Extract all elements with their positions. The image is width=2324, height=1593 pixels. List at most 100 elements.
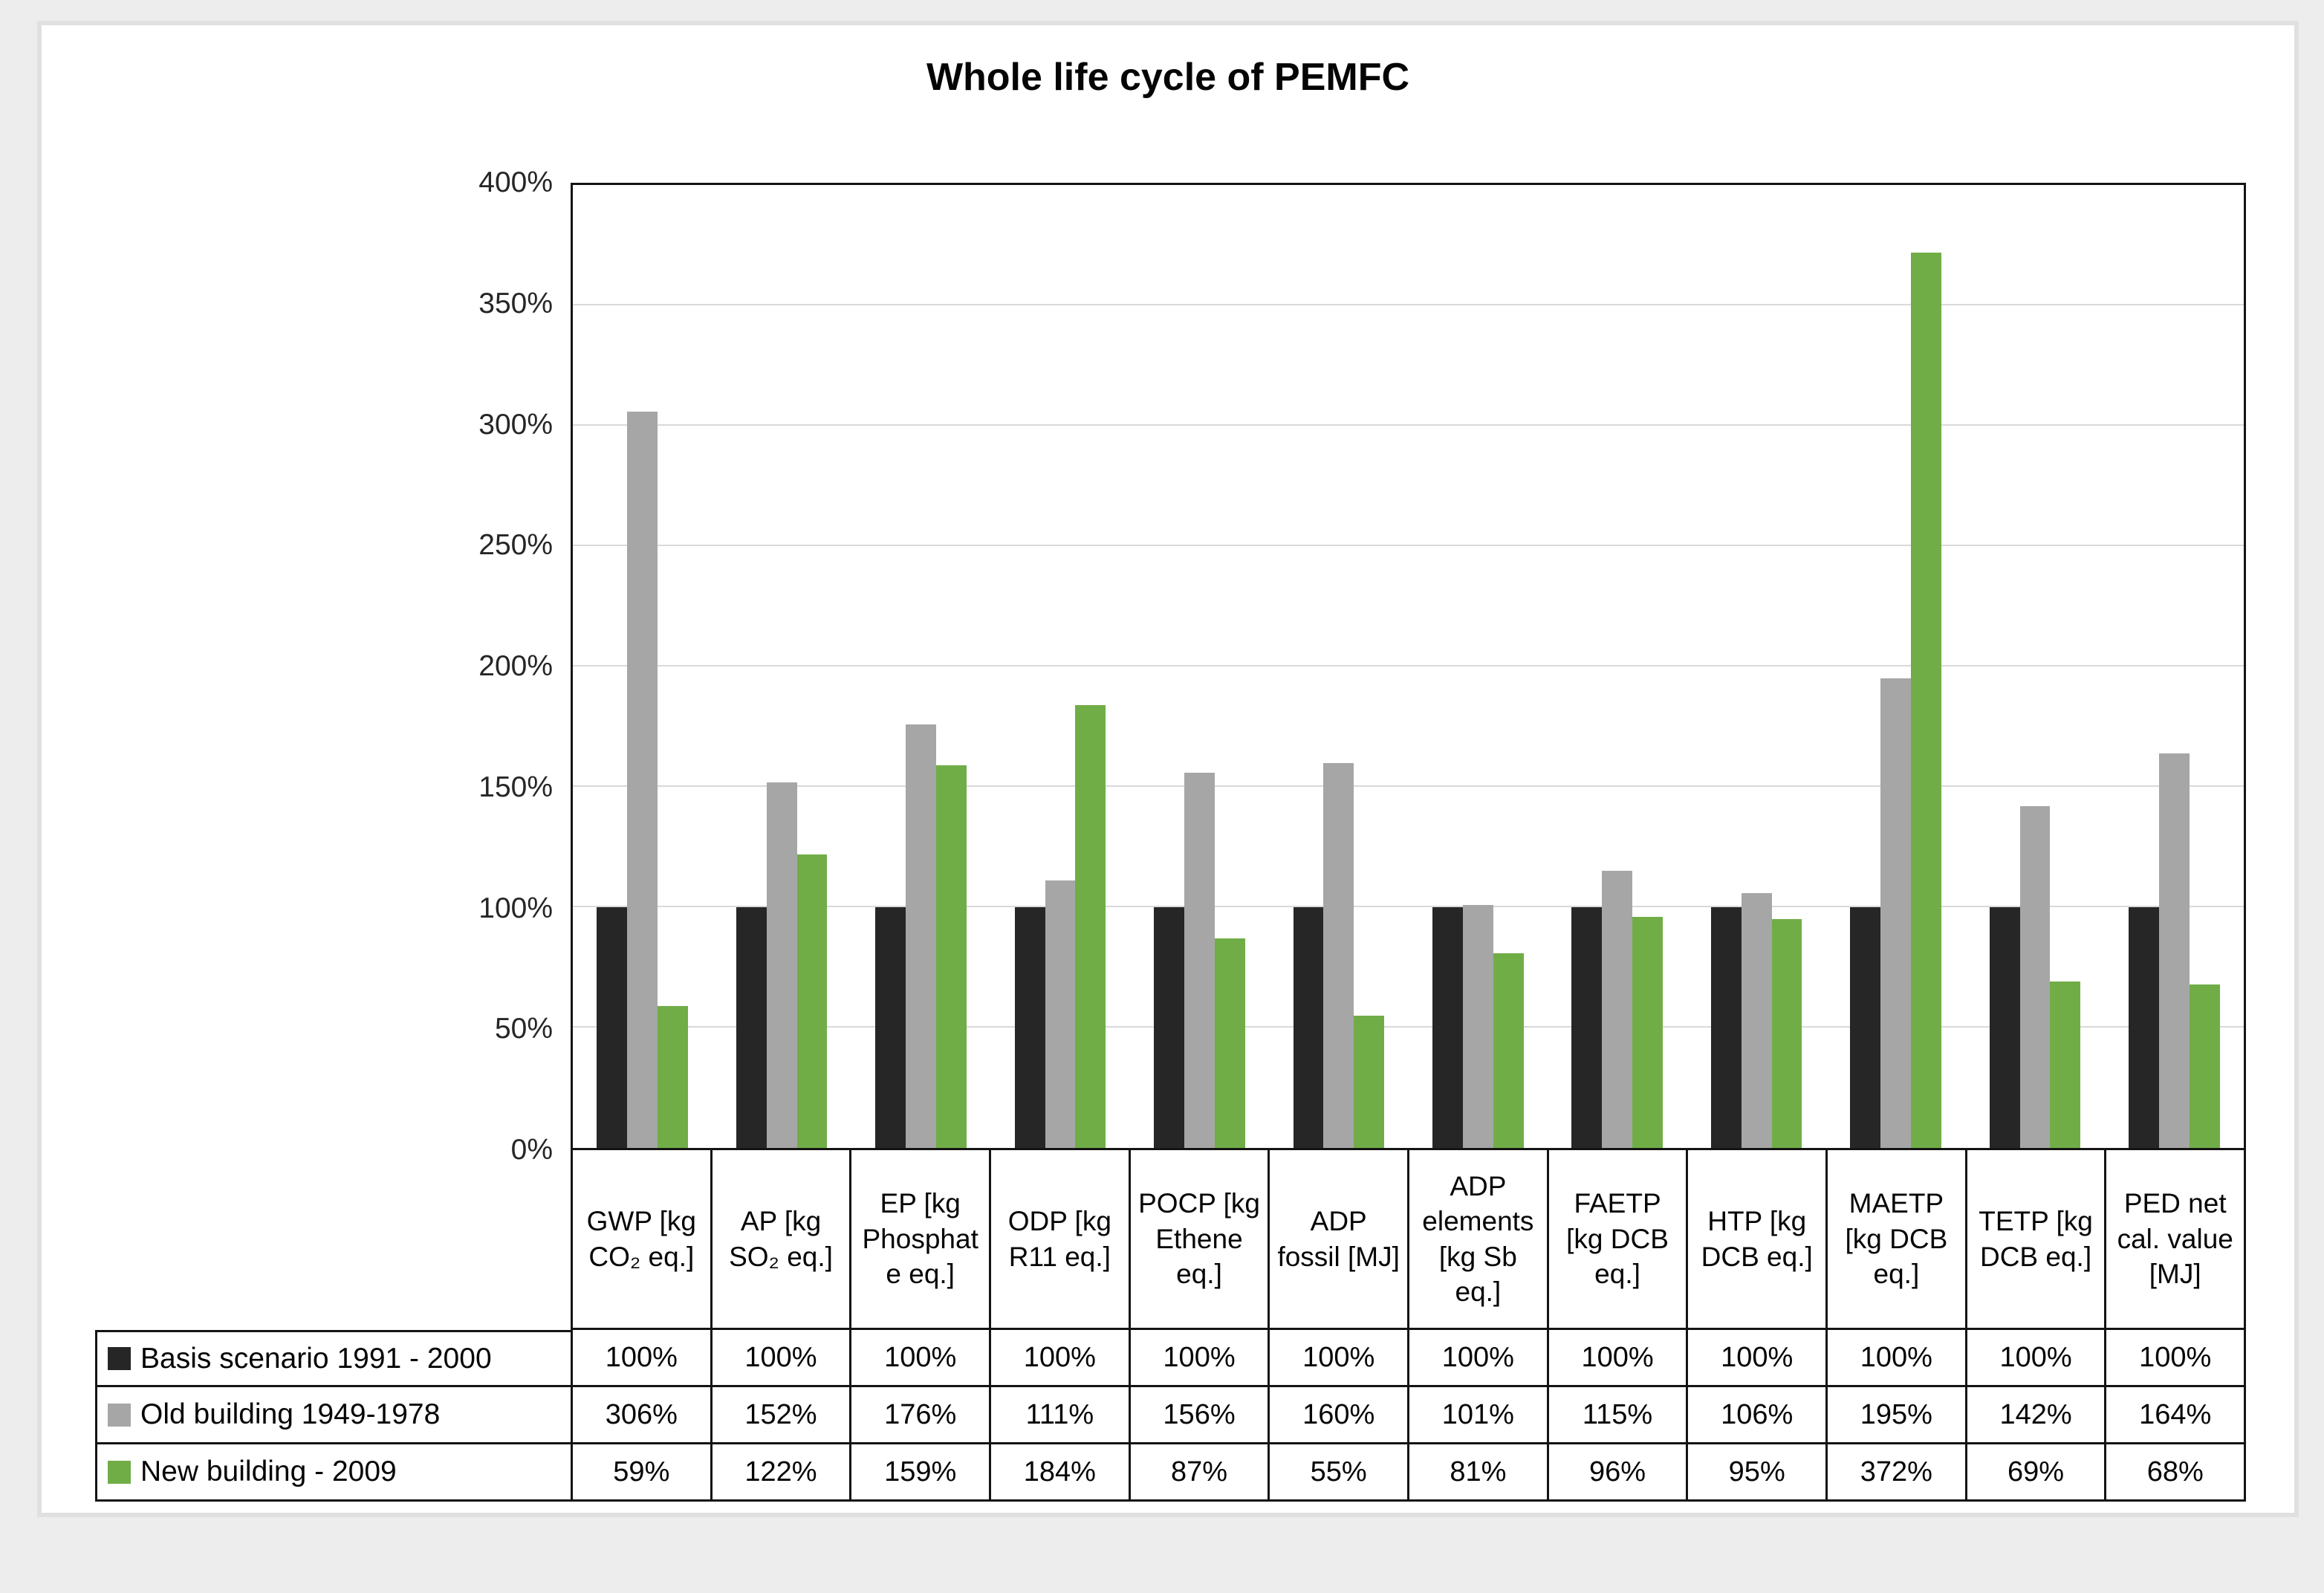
bar bbox=[736, 907, 767, 1148]
value-cell: 115% bbox=[1548, 1387, 1689, 1444]
value-cell: 306% bbox=[571, 1387, 713, 1444]
bar-group bbox=[1965, 185, 2104, 1148]
bar bbox=[1493, 953, 1524, 1148]
legend-label: New building - 2009 bbox=[140, 1456, 397, 1487]
table-corner-spacer bbox=[95, 1150, 571, 1330]
value-cell: 100% bbox=[1688, 1330, 1828, 1387]
gridline bbox=[573, 545, 2244, 546]
value-cell: 95% bbox=[1688, 1444, 1828, 1502]
gridline bbox=[573, 1026, 2244, 1028]
chart-and-table: 0% 50% 100% 150% 200% 250% 300% 350% 400% GWP [k… bbox=[95, 166, 2247, 1502]
value-cell: 55% bbox=[1270, 1444, 1410, 1502]
legend-cell: Basis scenario 1991 - 2000 bbox=[95, 1330, 571, 1387]
legend-label: Old building 1949-1978 bbox=[140, 1398, 441, 1430]
bar bbox=[1154, 907, 1184, 1148]
bar bbox=[796, 854, 828, 1148]
bar bbox=[1354, 1015, 1385, 1148]
value-cell: 152% bbox=[712, 1387, 852, 1444]
legend-swatch bbox=[108, 1347, 131, 1370]
y-axis: 0% 50% 100% 150% 200% 250% 300% 350% 400% bbox=[95, 166, 571, 1166]
bar bbox=[1989, 907, 2020, 1148]
value-cell: 100% bbox=[1967, 1330, 2107, 1387]
value-cell: 81% bbox=[1409, 1444, 1549, 1502]
bar-group bbox=[2105, 185, 2244, 1148]
value-cell: 176% bbox=[851, 1387, 992, 1444]
y-tick-label: 100% bbox=[478, 892, 553, 924]
value-cell: 100% bbox=[1409, 1330, 1549, 1387]
y-tick-label: 50% bbox=[494, 1013, 553, 1045]
category-header-cell: PED net cal. value [MJ] bbox=[2106, 1150, 2247, 1330]
category-header-cell: ODP [kg R11 eq.] bbox=[991, 1150, 1131, 1330]
value-cell: 100% bbox=[2106, 1330, 2247, 1387]
data-table-rows: Basis scenario 1991 - 2000 100% 100% 100% 10… bbox=[95, 1330, 2247, 1502]
bar bbox=[906, 724, 936, 1148]
gridline bbox=[573, 424, 2244, 426]
gridline bbox=[573, 304, 2244, 305]
gridline bbox=[573, 665, 2244, 666]
value-cell: 100% bbox=[851, 1330, 992, 1387]
value-cell: 159% bbox=[851, 1444, 992, 1502]
table-row: Old building 1949-1978 306% 152% 176% 111% 15… bbox=[95, 1387, 2247, 1444]
bar bbox=[935, 765, 967, 1148]
category-header-cell: ADP fossil [MJ] bbox=[1270, 1150, 1410, 1330]
value-cell: 122% bbox=[712, 1444, 852, 1502]
category-header-cell: MAETP [kg DCB eq.] bbox=[1828, 1150, 1967, 1330]
bar bbox=[627, 411, 658, 1148]
value-cell: 100% bbox=[1548, 1330, 1689, 1387]
bar bbox=[1741, 892, 1772, 1148]
value-cell: 142% bbox=[1967, 1387, 2107, 1444]
value-cell: 160% bbox=[1270, 1387, 1410, 1444]
bar bbox=[1632, 916, 1663, 1148]
bar bbox=[1850, 907, 1881, 1148]
value-cell: 184% bbox=[991, 1444, 1131, 1502]
value-cell: 59% bbox=[571, 1444, 713, 1502]
value-cell: 372% bbox=[1828, 1444, 1967, 1502]
bar-group bbox=[1269, 185, 1408, 1148]
bar bbox=[1323, 762, 1354, 1148]
value-cell: 87% bbox=[1130, 1444, 1270, 1502]
bar bbox=[2158, 753, 2190, 1148]
y-tick-label: 150% bbox=[478, 770, 553, 803]
bar bbox=[875, 907, 906, 1148]
value-cell: 96% bbox=[1548, 1444, 1689, 1502]
gridline bbox=[573, 785, 2244, 787]
bar-group bbox=[1548, 185, 1687, 1148]
gridline bbox=[573, 906, 2244, 907]
bar-group bbox=[1130, 185, 1269, 1148]
y-tick-label: 250% bbox=[478, 529, 553, 562]
bar-group bbox=[851, 185, 990, 1148]
value-cell: 164% bbox=[2106, 1387, 2247, 1444]
value-cell: 69% bbox=[1967, 1444, 2107, 1502]
bars bbox=[573, 185, 2244, 1148]
category-header-cell: ADP elements [kg Sb eq.] bbox=[1409, 1150, 1549, 1330]
bar bbox=[1602, 871, 1633, 1148]
bar-group bbox=[990, 185, 1129, 1148]
legend-cell: Old building 1949-1978 bbox=[95, 1387, 571, 1444]
table-row: Basis scenario 1991 - 2000 100% 100% 100% 10… bbox=[95, 1330, 2247, 1387]
chart-row: 0% 50% 100% 150% 200% 250% 300% 350% 400% bbox=[95, 166, 2246, 1166]
bar bbox=[1771, 919, 1802, 1148]
legend-swatch bbox=[108, 1460, 131, 1484]
bar bbox=[1214, 938, 1245, 1148]
category-header-cell: TETP [kg DCB eq.] bbox=[1967, 1150, 2107, 1330]
bar-group bbox=[1826, 185, 1965, 1148]
bar bbox=[597, 907, 628, 1148]
category-header-cell: FAETP [kg DCB eq.] bbox=[1548, 1150, 1689, 1330]
bar bbox=[1014, 907, 1045, 1148]
value-cell: 111% bbox=[991, 1387, 1131, 1444]
category-header-cell: GWP [kg CO₂ eq.] bbox=[571, 1150, 713, 1330]
y-tick-label: 350% bbox=[478, 287, 553, 319]
value-cell: 156% bbox=[1130, 1387, 1270, 1444]
category-header-cell: HTP [kg DCB eq.] bbox=[1688, 1150, 1828, 1330]
bar bbox=[1293, 907, 1324, 1148]
value-cell: 100% bbox=[1130, 1330, 1270, 1387]
bar bbox=[658, 1005, 688, 1148]
bar-group bbox=[1409, 185, 1548, 1148]
bar-group bbox=[712, 185, 851, 1148]
value-cell: 100% bbox=[571, 1330, 713, 1387]
bar bbox=[766, 782, 797, 1148]
y-tick-label: 400% bbox=[478, 166, 553, 198]
value-cell: 106% bbox=[1688, 1387, 1828, 1444]
legend-swatch bbox=[108, 1403, 131, 1427]
bar bbox=[1462, 904, 1493, 1148]
